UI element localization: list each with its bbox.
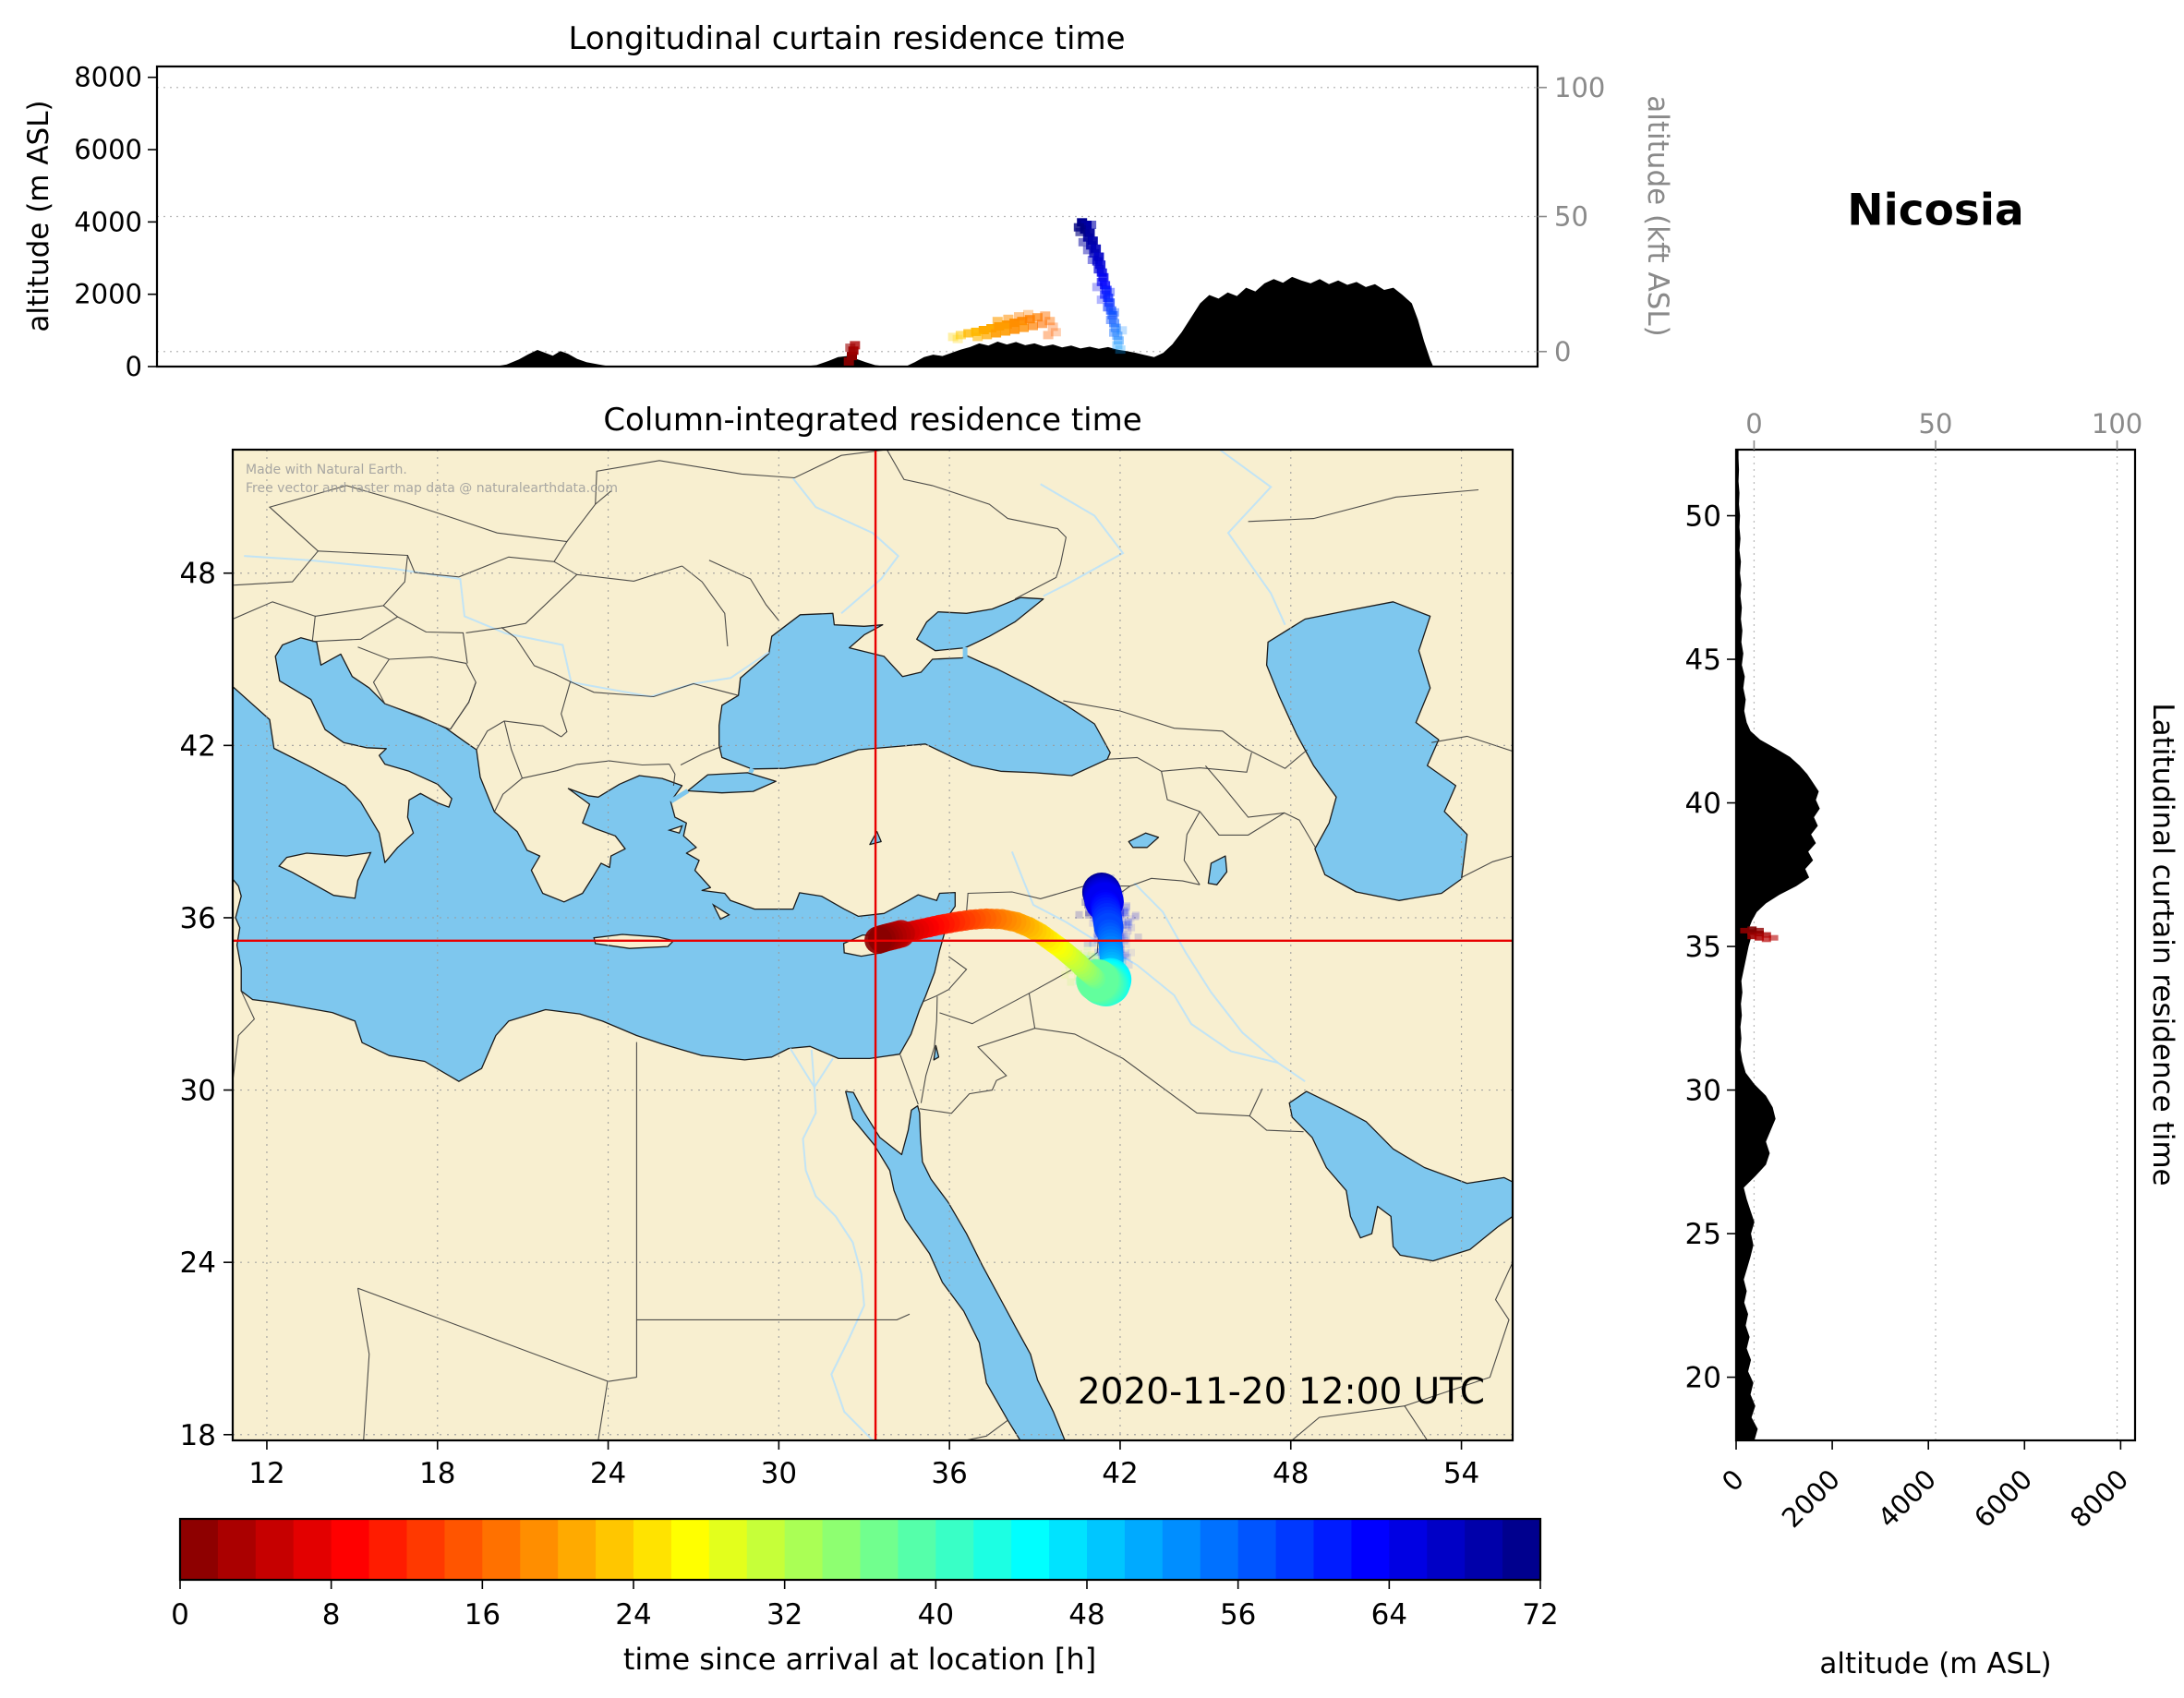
svg-text:20: 20 [1685, 1362, 1721, 1395]
svg-text:100: 100 [2092, 408, 2142, 440]
latitudinal-curtain-panel: 20 25 30 35 40 45 50 0 2000 4000 6000 8000 0 50 100 [1685, 408, 2143, 1534]
svg-text:40: 40 [918, 1598, 954, 1632]
svg-text:2000: 2000 [1776, 1463, 1846, 1534]
map-panel-title: Column-integrated residence time [603, 402, 1142, 439]
svg-text:0: 0 [126, 351, 142, 382]
svg-text:0: 0 [1716, 1463, 1750, 1498]
svg-text:50: 50 [1554, 201, 1588, 233]
side-altitude-axis-label: altitude (m ASL) [1819, 1647, 2052, 1680]
svg-text:0: 0 [171, 1598, 189, 1632]
svg-text:8000: 8000 [2064, 1463, 2134, 1534]
svg-text:6000: 6000 [1968, 1463, 2038, 1534]
svg-text:30: 30 [761, 1457, 797, 1490]
svg-text:0: 0 [1554, 336, 1571, 367]
svg-text:42: 42 [180, 729, 216, 763]
altitude-m-axis-label: altitude (m ASL) [22, 100, 55, 332]
svg-text:48: 48 [180, 558, 216, 591]
map-panel: Made with Natural Earth. Free vector and … [180, 448, 1514, 1490]
svg-text:42: 42 [1102, 1457, 1138, 1490]
svg-text:36: 36 [180, 902, 216, 935]
svg-text:16: 16 [465, 1598, 501, 1632]
svg-text:4000: 4000 [74, 206, 142, 237]
svg-text:24: 24 [615, 1598, 651, 1632]
svg-text:25: 25 [1685, 1218, 1721, 1251]
longitudinal-panel-title: Longitudinal curtain residence time [568, 20, 1126, 57]
svg-text:56: 56 [1220, 1598, 1256, 1632]
station-title: Nicosia [1847, 185, 2024, 236]
terrain-profile-longitude [157, 276, 1538, 367]
svg-text:24: 24 [180, 1246, 216, 1280]
svg-text:12: 12 [248, 1457, 284, 1490]
svg-text:18: 18 [180, 1419, 216, 1452]
svg-text:32: 32 [766, 1598, 802, 1632]
svg-text:45: 45 [1685, 644, 1721, 677]
svg-text:2000: 2000 [74, 279, 142, 310]
svg-text:100: 100 [1554, 72, 1605, 103]
svg-text:0: 0 [1745, 408, 1762, 440]
svg-text:50: 50 [1919, 408, 1953, 440]
altitude-kft-axis-label: altitude (kft ASL) [1641, 95, 1674, 337]
map-date-label: 2020-11-20 12:00 UTC [1078, 1371, 1485, 1413]
map-attribution: Made with Natural Earth. [246, 463, 407, 477]
longitudinal-curtain-panel: 0 2000 4000 6000 8000 0 50 100 [74, 62, 1605, 382]
svg-text:36: 36 [931, 1457, 967, 1490]
svg-text:Free vector and raster map dat: Free vector and raster map data @ natura… [246, 481, 618, 496]
svg-text:54: 54 [1443, 1457, 1479, 1490]
svg-text:35: 35 [1685, 931, 1721, 964]
colorbar-label: time since arrival at location [h] [622, 1642, 1097, 1677]
svg-text:4000: 4000 [1872, 1463, 1942, 1534]
svg-text:18: 18 [419, 1457, 455, 1490]
colorbar: 0 8 16 24 32 40 48 56 64 72 [171, 1517, 1559, 1632]
latitudinal-panel-title: Latitudinal curtain residence time [2146, 703, 2179, 1186]
svg-text:8000: 8000 [74, 62, 142, 93]
svg-text:48: 48 [1273, 1457, 1309, 1490]
svg-text:50: 50 [1685, 500, 1721, 534]
svg-text:48: 48 [1068, 1598, 1104, 1632]
svg-text:30: 30 [1685, 1075, 1721, 1108]
svg-text:24: 24 [590, 1457, 626, 1490]
svg-text:6000: 6000 [74, 134, 142, 165]
svg-text:64: 64 [1371, 1598, 1407, 1632]
svg-text:8: 8 [322, 1598, 341, 1632]
svg-text:30: 30 [180, 1075, 216, 1108]
svg-text:40: 40 [1685, 788, 1721, 821]
terrain-profile-latitude [1736, 450, 1820, 1440]
svg-text:72: 72 [1522, 1598, 1558, 1632]
